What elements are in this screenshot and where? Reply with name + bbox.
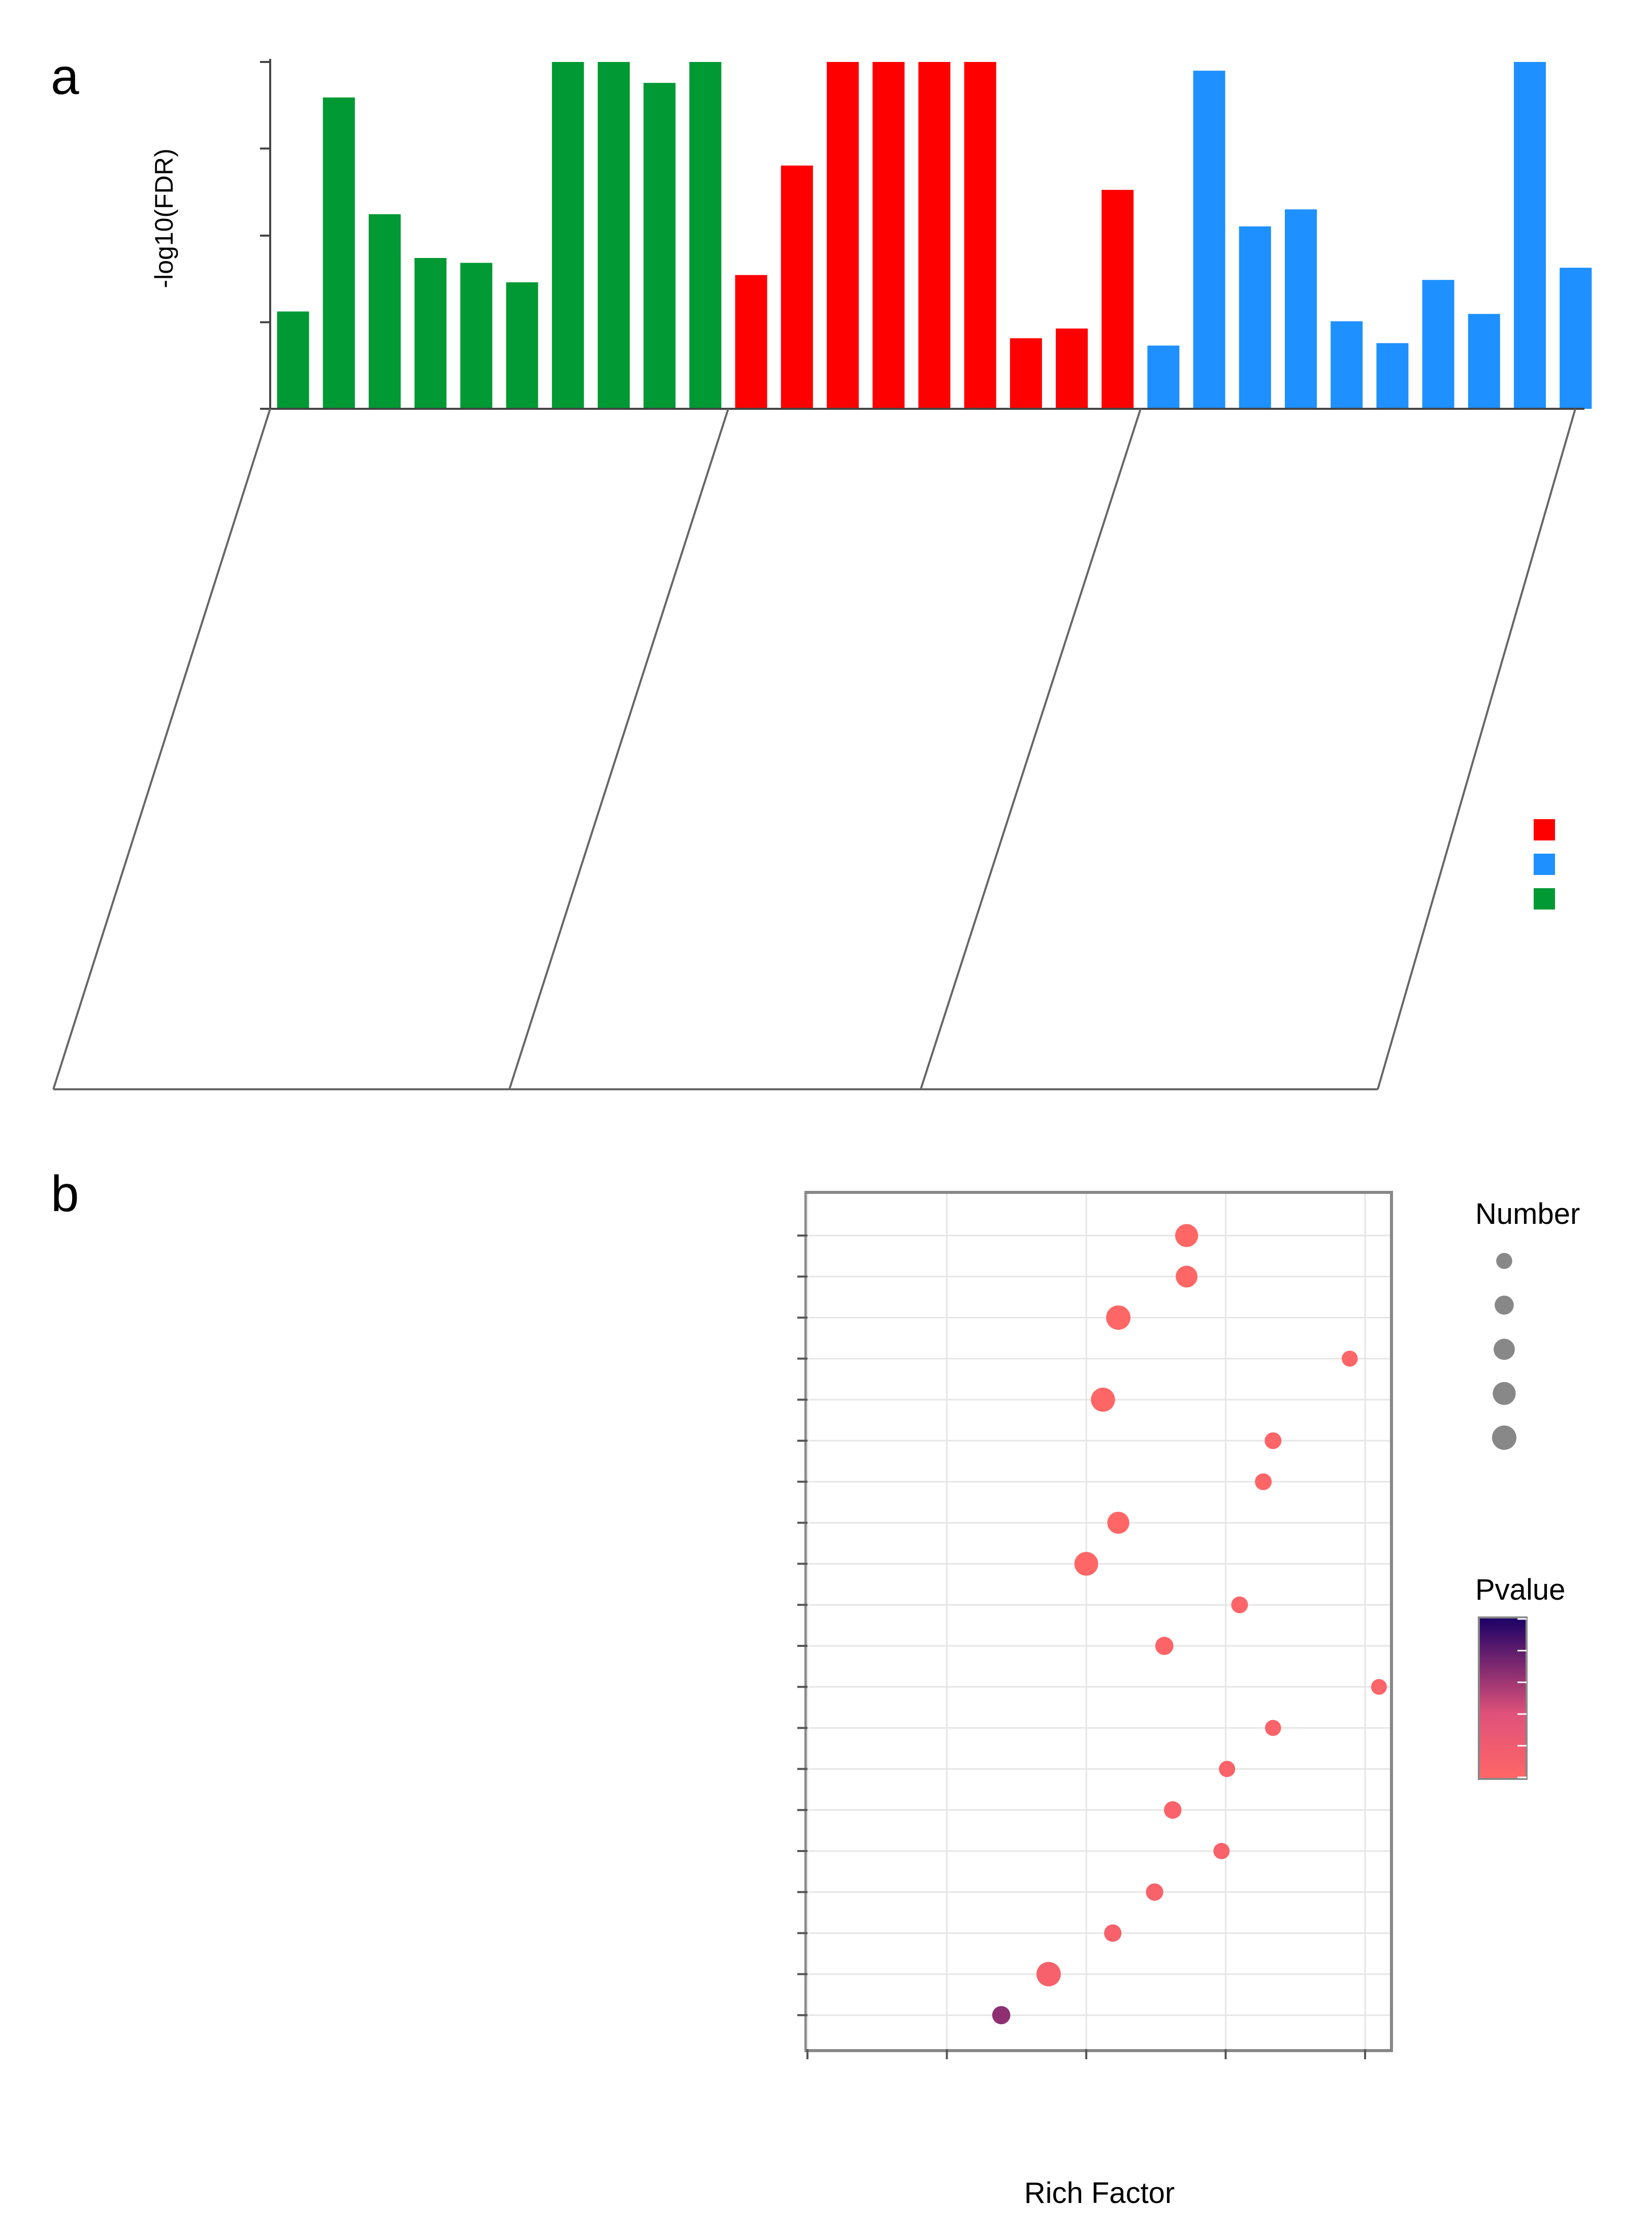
size-legend-title: Number [1475,1197,1580,1230]
dot-starch-and-sucrose-metabolism [1107,1511,1129,1534]
group-divider-0 [52,408,271,1090]
bar-extracellular-region [918,62,951,409]
group-divider-3 [1377,408,1576,1090]
pvalue-colorbar [1478,1616,1528,1780]
bar-cell-junction [1010,338,1042,409]
dot-valine-leucine-and-isoleucine-biosynthesis [1265,1720,1281,1736]
bar-hydrolase-activity-acting-on-glycosyl-bonds [1514,62,1546,409]
bar-transmembrane-transporter-activity [1376,343,1409,409]
dot-glutathione-metabolism [1176,1266,1198,1288]
x-axis [806,2049,1366,2059]
bar-polysaccharide-catabolic-process [689,62,722,409]
plot-frame [804,1191,1393,2052]
pvalue-legend-title: Pvalue [1475,1573,1565,1606]
size-legend-dot-55 [1493,1382,1516,1405]
dot-steroid-biosynthesis [1231,1596,1248,1613]
bar-cell-wall-organization [643,83,676,409]
panel-a-label: a [51,48,79,105]
size-legend-dot-39 [1494,1339,1515,1360]
dot-zeatin-biosynthesis [992,2006,1011,2025]
dot-dna-replication [1163,1801,1182,1819]
dot-pentose-and-glucuronate-interconversions [1175,1224,1198,1247]
category-legend [1534,819,1555,910]
bar-plasma-membrane-part [964,62,996,409]
bar-lipid-metabolic-process [506,282,538,409]
dot-flavonoid-biosynthesis [1155,1637,1174,1655]
bar-phosphotransferase-activity-alcohol-group-as-acceptor [1285,209,1317,409]
group-frames [52,408,1576,1090]
dot-mapk-signaling-pathway-plant [1074,1552,1098,1576]
bar-dna-binding-transcription-factor-activity [1468,314,1500,409]
bar-pectinesterase-activity [1560,268,1592,409]
bar-oxoacid-metabolic-process [414,258,447,409]
bar-cell-wall [827,62,859,409]
dot-diterpenoid-biosynthesis [1265,1432,1282,1449]
dot-cutin-suberine-and-wax-biosynthesis [1219,1761,1236,1777]
dot-plant-pathogen-interaction [1106,1305,1131,1330]
size-legend: Number [1475,1197,1580,1450]
size-legend-dot-23 [1495,1295,1514,1315]
bar-transferase-activity [1147,345,1180,409]
size-legend-dot-71 [1492,1425,1516,1450]
legend-swatch-cc [1534,819,1555,840]
bar-protein-serine-threonine-kinase-activity [1422,280,1454,409]
dot-brassinosteroid-biosynthesis [1371,1679,1387,1695]
pvalue-legend: Pvalue [1475,1573,1565,1780]
panel-b-label: b [51,1165,79,1222]
group-divider-2 [920,408,1142,1090]
bar-plasma-membrane [781,166,813,409]
dot-ascorbate-and-aldarate-metabolism [1146,1883,1163,1901]
bar-membrane [735,275,767,409]
bar-organic-acid-metabolic-process [460,263,493,409]
bar-external-encapsulating-structure [872,62,905,409]
bar-phosphorylation [369,214,401,409]
y-axis [260,59,1584,410]
group-divider-1 [508,408,729,1090]
dot-butanoate-metabolism [1342,1350,1358,1367]
bar-oxidation-reduction-process [322,97,355,409]
dot-plant-hormone-signal-transduction [1036,1962,1061,1987]
dot-phenylpropanoid-biosynthesis [1091,1387,1115,1412]
pathway-labels [797,1235,807,2017]
bar-transporter-activity [1331,321,1363,409]
kegg-dot-chart: Rich Factor Number Pvalue [797,1191,1580,2210]
bar-vacuole [1056,328,1088,409]
x-axis-label: Rich Factor [1024,2177,1175,2210]
bar-kinase-activity [1239,226,1271,409]
legend-swatch-bp [1534,888,1555,910]
dot-photosynthesis-antenna-proteins [1213,1843,1230,1859]
bar-response-to-stimulus [277,311,309,409]
legend-swatch-mf [1534,854,1555,875]
bar-oxidoreductase-activity [1193,71,1225,409]
dots [992,1224,1387,2025]
bar-apoplast [1102,189,1134,409]
dot-beta-alanine-metabolism [1104,1924,1122,1942]
dot-biosynthesis-of-unsaturated-fatty-acids [1255,1473,1272,1490]
bars [277,62,1592,409]
bar-polysaccharide-metabolic-process [552,62,584,409]
size-legend-dot-7 [1496,1253,1512,1269]
bar-cell-wall-organization-or-biogenesis [598,62,630,409]
go-bar-chart: -log10(FDR) [52,59,1592,1090]
y-axis-label: -log10(FDR) [150,148,178,288]
